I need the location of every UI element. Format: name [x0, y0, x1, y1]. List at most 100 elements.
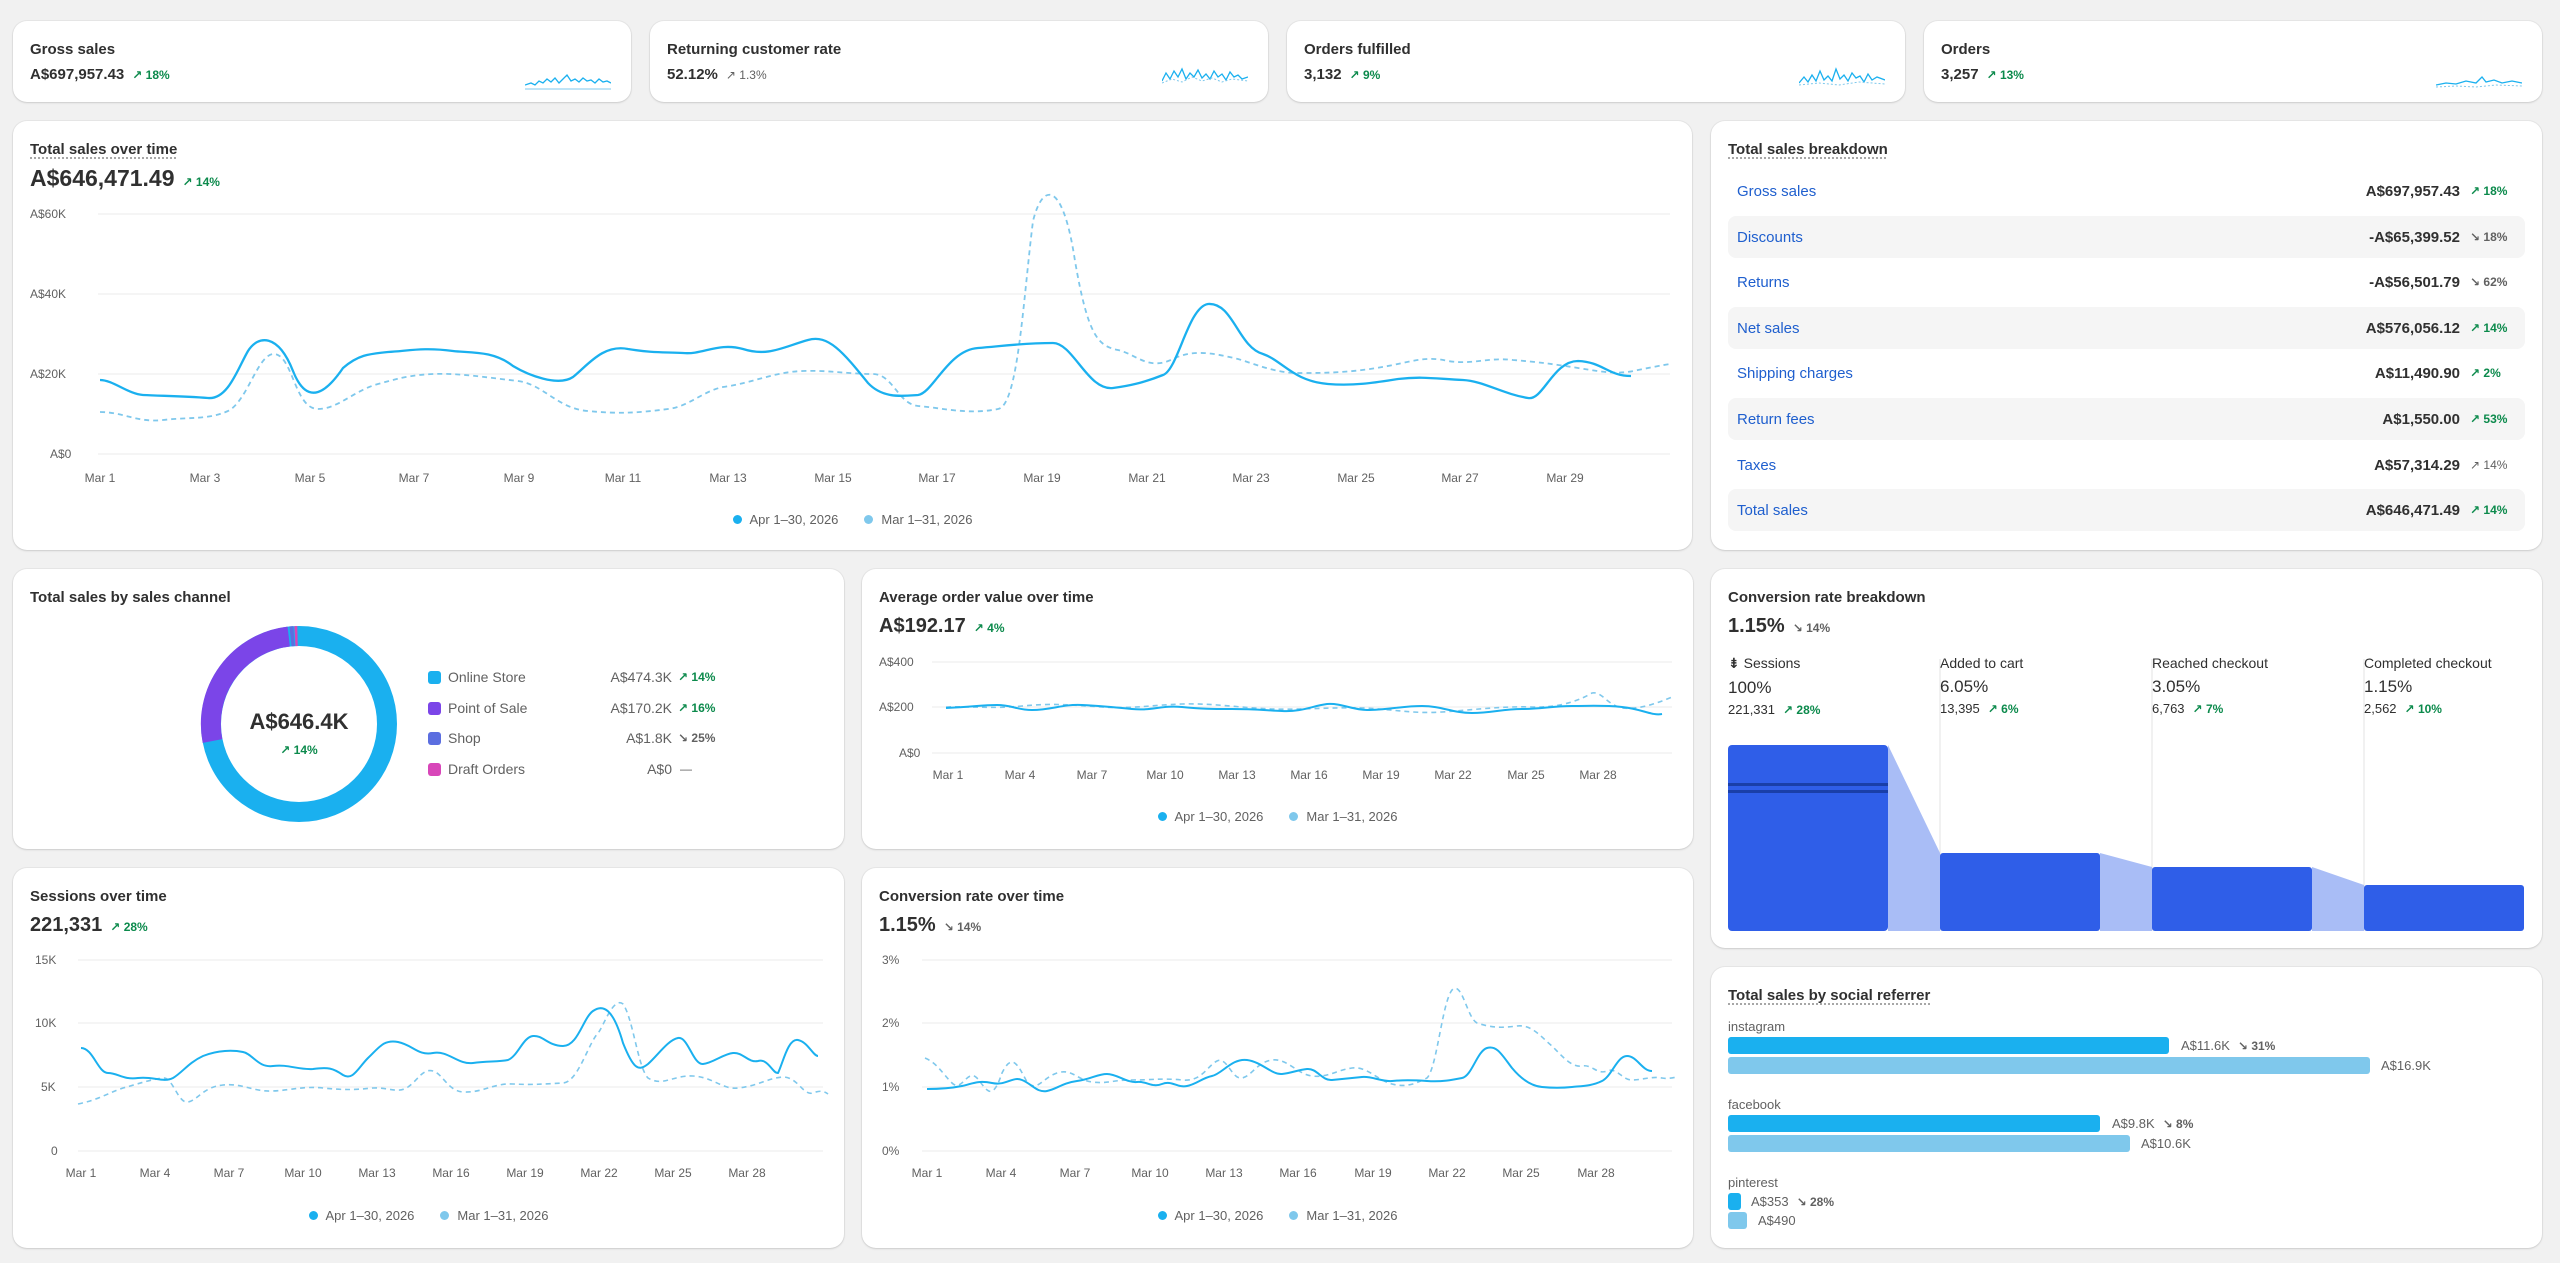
- legend-item-current[interactable]: Apr 1–30, 2026: [1157, 1208, 1263, 1223]
- breakdown-row-returns[interactable]: Returns -A$56,501.79 ↘ 62%: [1737, 273, 2508, 291]
- legend-item-current[interactable]: Apr 1–30, 2026: [308, 1208, 414, 1223]
- aov-chart: A$400 A$200 A$0 Mar 1 Mar 4 Mar 7 Mar 10…: [879, 655, 1673, 782]
- breakdown-row-gross-sales[interactable]: Gross sales A$697,957.43 ↗ 18%: [1737, 182, 2508, 200]
- breakdown-label[interactable]: Discounts: [1737, 228, 1803, 246]
- kpi-card-orders-fulfilled[interactable]: Orders fulfilled 3,132 ↗ 9%: [1287, 21, 1905, 102]
- chart-legend: Apr 1–30, 2026 Mar 1–31, 2026: [13, 512, 1692, 527]
- svg-text:Mar 23: Mar 23: [1232, 471, 1270, 485]
- breakdown-row-discounts[interactable]: Discounts -A$65,399.52 ↘ 18%: [1728, 216, 2525, 258]
- svg-text:Mar 13: Mar 13: [709, 471, 747, 485]
- current-period-line: [99, 302, 1632, 400]
- funnel-connector: [1888, 745, 1940, 931]
- legend-item-previous[interactable]: Mar 1–31, 2026: [1289, 809, 1397, 824]
- channel-item-draft-orders[interactable]: Draft Orders A$0—: [428, 761, 692, 777]
- svg-text:10K: 10K: [35, 1016, 56, 1030]
- legend-item-current[interactable]: Apr 1–30, 2026: [732, 512, 838, 527]
- funnel-step-completed-checkout[interactable]: Completed checkout 1.15% 2,562 ↗ 10%: [2364, 655, 2492, 716]
- card-title: Total sales breakdown: [1728, 141, 1888, 158]
- kpi-label: Orders: [1941, 41, 1991, 58]
- kpi-change: ↗ 13%: [1986, 68, 2024, 82]
- svg-text:Mar 11: Mar 11: [605, 471, 642, 485]
- chart-legend: Apr 1–30, 2026 Mar 1–31, 2026: [862, 809, 1693, 824]
- channel-item-online-store[interactable]: Online Store A$474.3K ↗ 14%: [428, 669, 715, 685]
- legend-item-previous[interactable]: Mar 1–31, 2026: [1289, 1208, 1397, 1223]
- breakdown-row-net-sales[interactable]: Net sales A$576,056.12 ↗ 14%: [1728, 307, 2525, 349]
- card-title: Conversion rate over time: [879, 888, 1065, 905]
- sessions-change: ↗ 28%: [110, 920, 148, 934]
- breakdown-row-taxes[interactable]: Taxes A$57,314.29 ↗ 14%: [1737, 456, 2508, 474]
- breakdown-label[interactable]: Return fees: [1737, 410, 1815, 428]
- channel-item-point-of-sale[interactable]: Point of Sale A$170.2K ↗ 16%: [428, 700, 715, 716]
- svg-text:Mar 13: Mar 13: [1218, 768, 1256, 782]
- sessions-over-time-card[interactable]: Sessions over time 221,331 ↗ 28% 15K 10K …: [13, 868, 844, 1248]
- card-title: Total sales over time: [30, 141, 178, 158]
- funnel-step-sessions[interactable]: ⇟ Sessions 100% 221,331 ↗ 28%: [1728, 655, 1821, 717]
- legend-item-previous[interactable]: Mar 1–31, 2026: [440, 1208, 548, 1223]
- svg-text:Mar 22: Mar 22: [580, 1166, 618, 1180]
- sessions-chart: 15K 10K 5K 0 Mar 1 Mar 4 Mar 7 Mar 10 Ma…: [35, 953, 829, 1180]
- svg-text:15K: 15K: [35, 953, 56, 967]
- legend-item-previous[interactable]: Mar 1–31, 2026: [864, 512, 972, 527]
- svg-text:Mar 1: Mar 1: [66, 1166, 97, 1180]
- funnel-bar-added-to-cart: [1940, 853, 2100, 931]
- breakdown-row-shipping-charges[interactable]: Shipping charges A$11,490.90 ↗ 2%: [1737, 364, 2501, 382]
- social-bar-previous-facebook[interactable]: [1728, 1135, 2130, 1152]
- breakdown-label[interactable]: Returns: [1737, 273, 1790, 291]
- funnel-bar-reached-checkout: [2152, 867, 2312, 931]
- svg-text:Mar 19: Mar 19: [1354, 1166, 1392, 1180]
- kpi-card-returning-customer-rate[interactable]: Returning customer rate 52.12% ↗ 1.3%: [650, 21, 1268, 102]
- channel-donut-chart: A$646.4K ↗ 14%: [200, 626, 397, 822]
- social-bar-previous-instagram[interactable]: [1728, 1057, 2370, 1074]
- breakdown-row-total-sales[interactable]: Total sales A$646,471.49 ↗ 14%: [1728, 489, 2525, 531]
- aov-over-time-card[interactable]: Average order value over time A$192.17 ↗ …: [862, 569, 1693, 849]
- total-sales-over-time-card[interactable]: Total sales over time A$646,471.49 ↗ 14% …: [13, 121, 1692, 550]
- card-title: Average order value over time: [879, 589, 1094, 606]
- social-bar-current-pinterest[interactable]: [1728, 1193, 1741, 1210]
- channel-item-shop[interactable]: Shop A$1.8K ↘ 25%: [428, 730, 715, 746]
- svg-text:Mar 22: Mar 22: [1428, 1166, 1466, 1180]
- kpi-card-gross-sales[interactable]: Gross sales A$697,957.43 ↗ 18%: [13, 21, 631, 102]
- kpi-change: ↗ 18%: [132, 68, 170, 82]
- svg-text:Mar 1: Mar 1: [85, 471, 116, 485]
- conversion-breakdown-card[interactable]: Conversion rate breakdown 1.15% ↘ 14% ⇟ S…: [1711, 569, 2542, 948]
- kpi-value: A$697,957.43: [30, 66, 125, 83]
- kpi-card-orders[interactable]: Orders 3,257 ↗ 13%: [1924, 21, 2542, 102]
- conversion-over-time-card[interactable]: Conversion rate over time 1.15% ↘ 14% 3% …: [862, 868, 1693, 1248]
- social-bar-current-instagram[interactable]: [1728, 1037, 2169, 1054]
- breakdown-label[interactable]: Shipping charges: [1737, 364, 1853, 382]
- card-title: Total sales by sales channel: [30, 589, 231, 606]
- kpi-sparkline: [525, 73, 611, 90]
- kpi-sparkline: [1799, 67, 1885, 86]
- chart-legend: Apr 1–30, 2026 Mar 1–31, 2026: [13, 1208, 844, 1223]
- social-bar-previous-pinterest[interactable]: [1728, 1212, 1747, 1229]
- aov-value: A$192.17: [879, 615, 966, 637]
- kpi-value: 3,132: [1304, 66, 1342, 83]
- total-sales-breakdown-card[interactable]: Total sales breakdown Gross sales A$697,9…: [1711, 121, 2542, 550]
- social-bar-current-facebook[interactable]: [1728, 1115, 2100, 1132]
- kpi-label: Returning customer rate: [667, 41, 842, 58]
- svg-text:Mar 10: Mar 10: [1131, 1166, 1169, 1180]
- conversion-breakdown-change: ↘ 14%: [1792, 621, 1831, 635]
- funnel-step-reached-checkout[interactable]: Reached checkout 3.05% 6,763 ↗ 7%: [2152, 655, 2268, 716]
- funnel-bar-sessions: [1728, 745, 1888, 931]
- card-title: Sessions over time: [30, 888, 167, 905]
- breakdown-label[interactable]: Taxes: [1737, 456, 1777, 474]
- legend-item-current[interactable]: Apr 1–30, 2026: [1157, 809, 1263, 824]
- svg-text:Mar 4: Mar 4: [140, 1166, 171, 1180]
- svg-text:Mar 19: Mar 19: [506, 1166, 544, 1180]
- svg-text:Mar 29: Mar 29: [1546, 471, 1584, 485]
- svg-text:Mar 3: Mar 3: [190, 471, 221, 485]
- sales-by-channel-card[interactable]: Total sales by sales channel A$646.4K ↗ …: [13, 569, 844, 849]
- kpi-label: Orders fulfilled: [1304, 41, 1411, 58]
- breakdown-label[interactable]: Net sales: [1737, 319, 1800, 337]
- funnel-step-added-to-cart[interactable]: Added to cart 6.05% 13,395 ↗ 6%: [1940, 655, 2024, 716]
- aov-change: ↗ 4%: [973, 621, 1005, 635]
- social-referrer-card[interactable]: Total sales by social referrer instagram…: [1711, 967, 2542, 1248]
- svg-text:Mar 16: Mar 16: [1279, 1166, 1317, 1180]
- breakdown-label[interactable]: Total sales: [1737, 501, 1808, 519]
- svg-text:2%: 2%: [882, 1016, 900, 1030]
- svg-text:0: 0: [51, 1144, 58, 1158]
- svg-text:Mar 28: Mar 28: [728, 1166, 766, 1180]
- breakdown-label[interactable]: Gross sales: [1737, 182, 1817, 200]
- breakdown-row-return-fees[interactable]: Return fees A$1,550.00 ↗ 53%: [1728, 398, 2525, 440]
